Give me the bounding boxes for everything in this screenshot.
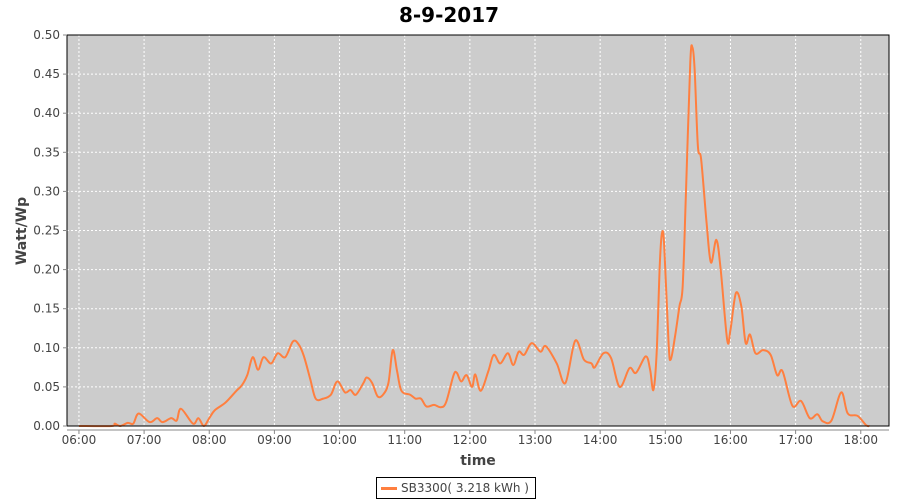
x-tick-label: 12:00: [453, 433, 488, 447]
y-axis: 0.00 0.05 0.10 0.15 0.20 0.25 0.30 0.35 0.40 0.45…: [33, 28, 67, 433]
x-tick-label: 17:00: [778, 433, 813, 447]
y-tick-label: 0.20: [33, 263, 60, 277]
x-tick-label: 06:00: [62, 433, 97, 447]
x-axis-label: time: [460, 453, 496, 469]
plot-area: [67, 35, 889, 426]
legend-swatch: [381, 486, 397, 490]
y-tick-label: 0.10: [33, 341, 60, 355]
x-tick-label: 07:00: [127, 433, 162, 447]
x-tick-label: 16:00: [713, 433, 748, 447]
series-line: [78, 44, 870, 428]
y-axis-label: Watt/Wp: [14, 197, 30, 265]
y-tick-label: 0.25: [33, 224, 60, 238]
y-tick-label: 0.35: [33, 145, 60, 159]
x-tick-label: 10:00: [322, 433, 357, 447]
legend: SB3300( 3.218 kWh ): [376, 477, 536, 499]
legend-label: SB3300( 3.218 kWh ): [401, 481, 529, 495]
y-tick-label: 0.15: [33, 302, 60, 316]
series-layer: [78, 44, 870, 428]
x-tick-label: 15:00: [648, 433, 683, 447]
y-tick-label: 0.50: [33, 28, 60, 42]
gridlines: [67, 34, 889, 427]
y-tick-label: 0.30: [33, 184, 60, 198]
y-tick-label: 0.05: [33, 380, 60, 394]
x-axis: 06:00 07:00 08:00 09:00 10:00 11:00 12:00 13:00…: [62, 429, 889, 447]
x-tick-label: 13:00: [518, 433, 553, 447]
x-tick-label: 08:00: [192, 433, 227, 447]
y-tick-label: 0.45: [33, 67, 60, 81]
y-tick-label: 0.00: [33, 419, 60, 433]
y-tick-label: 0.40: [33, 106, 60, 120]
x-tick-label: 18:00: [843, 433, 878, 447]
x-tick-label: 09:00: [257, 433, 292, 447]
chart-title: 8-9-2017: [399, 3, 499, 27]
x-tick-label: 14:00: [583, 433, 618, 447]
x-tick-label: 11:00: [387, 433, 422, 447]
